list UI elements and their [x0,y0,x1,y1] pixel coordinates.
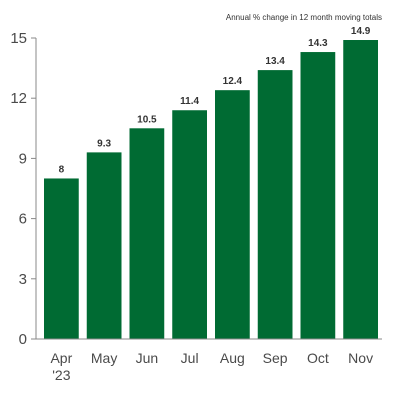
y-tick-label: 3 [19,271,27,288]
x-tick-label: Sep [263,350,288,366]
data-label: 9.3 [97,138,111,149]
chart-subtitle: Annual % change in 12 month moving total… [226,13,382,22]
data-label: 10.5 [137,114,157,125]
bar [215,90,250,339]
data-label: 13.4 [265,56,285,67]
bar [129,128,165,339]
data-label: 14.9 [351,26,371,37]
x-tick-label: Apr [50,350,72,366]
x-tick-label: Nov [348,350,373,366]
y-tick-label: 15 [10,30,27,47]
bar [257,70,293,340]
x-tick-label: Jun [136,350,159,366]
x-tick-label: Aug [220,350,245,366]
y-tick-label: 0 [19,331,27,348]
data-label: 8 [59,164,65,175]
x-tick-label: May [91,350,117,366]
data-label: 14.3 [308,38,328,49]
bar [172,110,207,340]
bar [86,152,122,339]
bar [300,52,336,340]
x-tick-label: Oct [307,350,329,366]
x-tick-label: '23 [52,367,70,383]
x-tick-label: Jul [181,350,199,366]
data-label: 12.4 [223,76,243,87]
y-tick-label: 12 [10,90,27,107]
bar [343,40,378,340]
y-tick-label: 6 [19,211,27,228]
bar [44,178,79,339]
data-label: 11.4 [180,96,199,107]
y-axis: 0 3 6 9 12 15 [10,30,37,348]
bars-group: 8 9.3 10.5 11.4 12.4 13.4 14.3 14.9 [44,26,378,340]
y-tick-label: 9 [19,150,27,167]
x-axis: Apr'23 May Jun Jul Aug Sep Oct Nov [36,338,382,383]
